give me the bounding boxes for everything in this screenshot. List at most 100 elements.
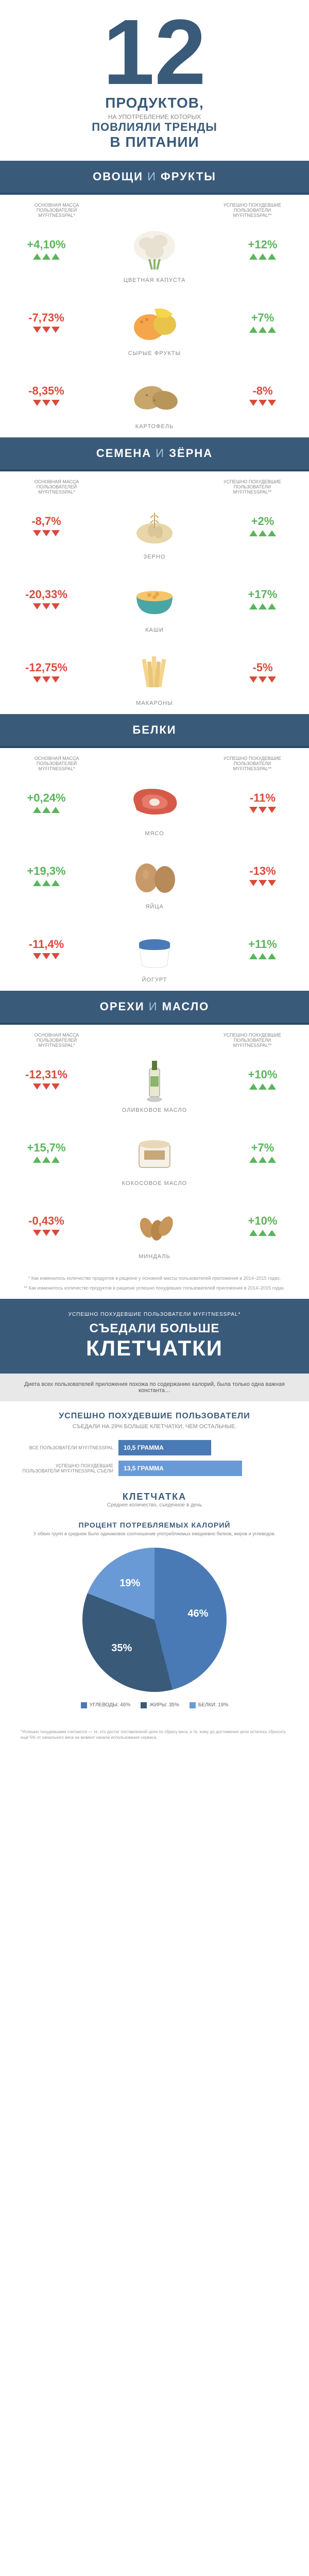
legend-item: УГЛЕВОДЫ: 46% bbox=[81, 1702, 131, 1708]
hbar-bar: 13,5 ГРАММА bbox=[118, 1461, 242, 1476]
arrows-left-icon bbox=[15, 807, 77, 813]
arrows-right-icon bbox=[232, 880, 294, 886]
fiber-banner-small: УСПЕШНО ПОХУДЕВШИЕ ПОЛЬЗОВАТЕЛИ MYFITNES… bbox=[15, 1312, 294, 1317]
arrows-right-icon bbox=[232, 676, 294, 683]
arrows-right-icon bbox=[232, 807, 294, 813]
legend-swatch-icon bbox=[141, 1702, 147, 1708]
pct-right: +11% bbox=[232, 938, 294, 959]
pct-left: +4,10% bbox=[15, 238, 77, 260]
pct-right-value: +10% bbox=[232, 1068, 294, 1081]
pct-right: +17% bbox=[232, 588, 294, 609]
note2-text: ** Как изменилось количество продуктов в… bbox=[21, 1285, 288, 1292]
pct-right: +7% bbox=[232, 1141, 294, 1163]
pct-right-value: +11% bbox=[232, 938, 294, 951]
arrows-left-icon bbox=[15, 530, 77, 536]
product-row: +19,3% -13% bbox=[0, 844, 309, 906]
arrows-right-icon bbox=[232, 327, 294, 333]
pct-right: -8% bbox=[232, 384, 294, 406]
pct-right: +2% bbox=[232, 515, 294, 536]
hbar-label: ВСЕ ПОЛЬЗОВАТЕЛИ MYFITNESSPAL bbox=[21, 1445, 113, 1450]
pct-left-value: +4,10% bbox=[15, 238, 77, 251]
pct-right-value: +10% bbox=[232, 1214, 294, 1228]
pct-left-value: -12,31% bbox=[15, 1068, 77, 1081]
section-header-2: БЕЛКИ bbox=[0, 714, 309, 748]
pct-right: +10% bbox=[232, 1068, 294, 1090]
legend-item: ЖИРЫ: 35% bbox=[141, 1702, 179, 1708]
food-label: КАРТОФЕЛЬ bbox=[0, 423, 309, 430]
arrows-right-icon bbox=[232, 400, 294, 406]
food-icon bbox=[118, 646, 191, 698]
product-row: +15,7% +7% bbox=[0, 1121, 309, 1183]
fiber-banner-big: КЛЕТЧАТКИ bbox=[15, 1336, 294, 1361]
arrows-left-icon bbox=[15, 953, 77, 959]
gray-note-bar: Диета всех пользователей приложения похо… bbox=[0, 1374, 309, 1401]
food-label: ЙОГУРТ bbox=[0, 977, 309, 983]
pct-left-value: +19,3% bbox=[15, 865, 77, 878]
pct-left: -20,33% bbox=[15, 588, 77, 609]
pct-left: +15,7% bbox=[15, 1141, 77, 1163]
pct-right-value: +17% bbox=[232, 588, 294, 601]
product-row: +0,24% -11% bbox=[0, 771, 309, 833]
hbar-row: УСПЕШНО ПОХУДЕВШИЕ ПОЛЬЗОВАТЕЛИ MYFITNES… bbox=[0, 1458, 309, 1479]
pct-right-value: +12% bbox=[232, 238, 294, 251]
product-row: -7,73% +7% bbox=[0, 291, 309, 353]
pct-left-value: +15,7% bbox=[15, 1141, 77, 1155]
header-line4: В ПИТАНИИ bbox=[10, 134, 299, 150]
pct-left: -8,7% bbox=[15, 515, 77, 536]
pie-chart: 46%35%19% bbox=[82, 1548, 227, 1692]
food-label: СЫРЫЕ ФРУКТЫ bbox=[0, 350, 309, 357]
legend-item: БЕЛКИ: 19% bbox=[190, 1702, 228, 1708]
pct-left-value: -11,4% bbox=[15, 938, 77, 951]
pie-sub: У обеих групп в среднем было одинаковое … bbox=[21, 1531, 288, 1537]
product-row: -8,35% -8% bbox=[0, 364, 309, 426]
product-row: +4,10% +12% bbox=[0, 218, 309, 280]
arrows-left-icon bbox=[15, 1157, 77, 1163]
food-label: ЗЕРНО bbox=[0, 554, 309, 560]
food-icon bbox=[118, 500, 191, 551]
pct-left-value: +0,24% bbox=[15, 791, 77, 805]
fiber-banner: УСПЕШНО ПОХУДЕВШИЕ ПОЛЬЗОВАТЕЛИ MYFITNES… bbox=[0, 1299, 309, 1374]
food-icon bbox=[118, 923, 191, 974]
pct-right-value: -13% bbox=[232, 865, 294, 878]
arrows-right-icon bbox=[232, 953, 294, 959]
column-labels: ОСНОВНАЯ МАССА ПОЛЬЗОВАТЕЛЕЙ MYFITNESSPA… bbox=[0, 748, 309, 771]
arrows-right-icon bbox=[232, 530, 294, 536]
footnote-1: * Как изменилось количество продуктов в … bbox=[0, 1267, 309, 1299]
hbar-bar: 10,5 ГРАММА bbox=[118, 1440, 211, 1455]
arrows-right-icon bbox=[232, 1230, 294, 1236]
arrows-left-icon bbox=[15, 603, 77, 609]
pct-left: -11,4% bbox=[15, 938, 77, 959]
header-line2: НА УПОТРЕБЛЕНИЕ КОТОРЫХ bbox=[10, 113, 299, 121]
legend-text: ЖИРЫ: 35% bbox=[149, 1702, 179, 1708]
note1-text: * Как изменилось количество продуктов в … bbox=[21, 1275, 288, 1282]
food-label: ЯЙЦА bbox=[0, 904, 309, 910]
pct-right-value: +7% bbox=[232, 311, 294, 325]
pie-pct-label: 35% bbox=[111, 1642, 132, 1654]
pct-left: -12,31% bbox=[15, 1068, 77, 1090]
pct-right: +10% bbox=[232, 1214, 294, 1236]
pie-pct-label: 46% bbox=[187, 1608, 208, 1620]
legend-swatch-icon bbox=[81, 1702, 87, 1708]
arrows-left-icon bbox=[15, 880, 77, 886]
pct-right-value: -8% bbox=[232, 384, 294, 398]
pct-right-value: +7% bbox=[232, 1141, 294, 1155]
product-row: -11,4% +11% bbox=[0, 918, 309, 979]
pct-right: -5% bbox=[232, 661, 294, 683]
arrows-left-icon bbox=[15, 1083, 77, 1090]
pct-right: +7% bbox=[232, 311, 294, 333]
food-icon bbox=[118, 1199, 191, 1251]
food-icon bbox=[118, 776, 191, 828]
food-icon bbox=[118, 223, 191, 275]
food-label: ОЛИВКОВОЕ МАСЛО bbox=[0, 1107, 309, 1113]
header-number: 12 bbox=[10, 15, 299, 90]
arrows-left-icon bbox=[15, 327, 77, 333]
pct-right: -11% bbox=[232, 791, 294, 813]
food-label: МЯСО bbox=[0, 831, 309, 837]
section-header-1: СЕМЕНА И ЗЁРНА bbox=[0, 437, 309, 471]
header-line1: ПРОДУКТОВ, bbox=[10, 95, 299, 111]
food-icon bbox=[118, 296, 191, 348]
product-row: -8,7% +2% bbox=[0, 495, 309, 556]
arrows-left-icon bbox=[15, 400, 77, 406]
food-label: МАКАРОНЫ bbox=[0, 700, 309, 706]
pie-legend: УГЛЕВОДЫ: 46% ЖИРЫ: 35% БЕЛКИ: 19% bbox=[21, 1702, 288, 1708]
